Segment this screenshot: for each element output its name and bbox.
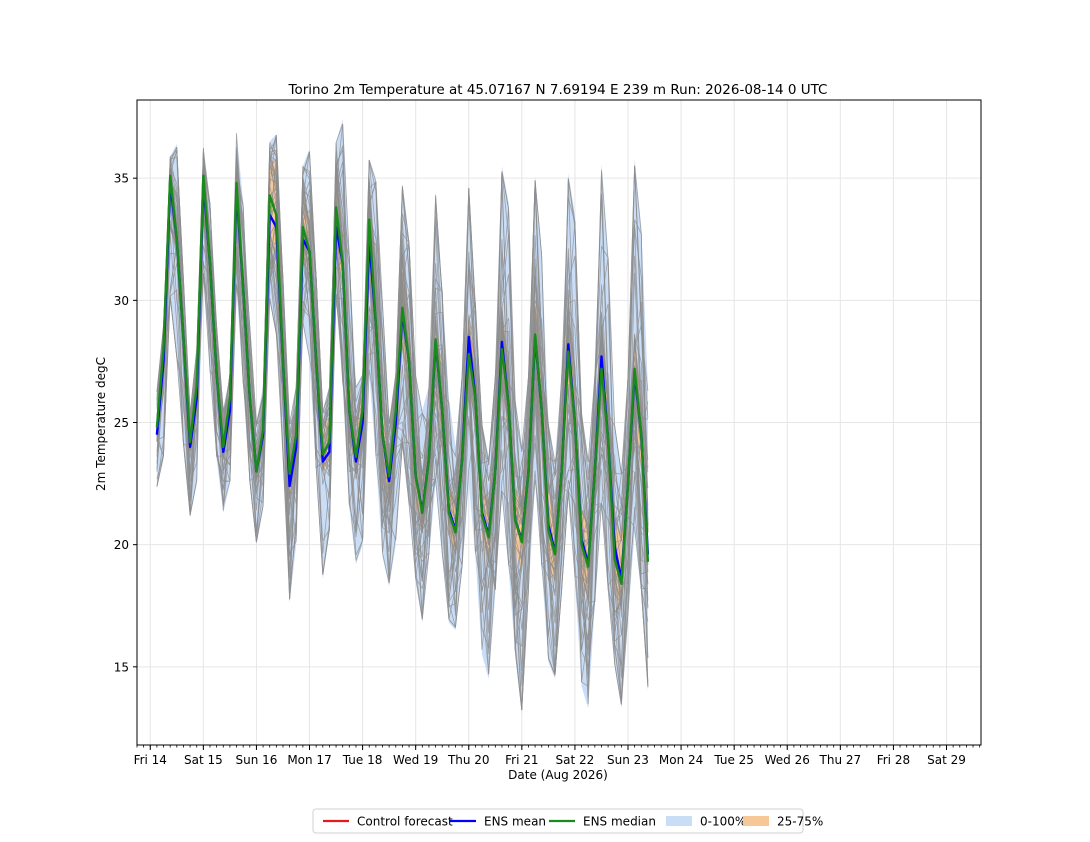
y-tick-label: 25 [114, 416, 129, 430]
ensemble-member-line [156, 249, 649, 705]
x-tick-label: Mon 17 [287, 753, 331, 767]
plot-area: 15 20 25 30 35 Fri 14 Sat 15 Sun 16 Mon 17 Tue 18… [114, 99, 982, 767]
legend-label: 25-75% [777, 815, 823, 829]
x-tick-label: Thu 27 [819, 753, 862, 767]
series-line-ens-median [155, 174, 650, 585]
x-tick-label: Thu 20 [447, 753, 490, 767]
legend-label: ENS median [583, 815, 656, 829]
legend-swatch-patch [743, 816, 769, 826]
x-axis-label: Date (Aug 2026) [508, 768, 608, 782]
data-layer [155, 119, 650, 716]
x-tick-label: Fri 21 [505, 753, 538, 767]
chart-title: Torino 2m Temperature at 45.07167 N 7.69… [288, 82, 828, 98]
x-tick-label: Sat 22 [556, 753, 595, 767]
x-tick-label: Fri 28 [877, 753, 910, 767]
legend-label: 0-100% [700, 815, 746, 829]
x-tick-label: Fri 14 [134, 753, 167, 767]
x-tick-label: Tue 25 [713, 753, 754, 767]
legend-label: ENS mean [484, 815, 546, 829]
y-tick-label: 35 [114, 172, 129, 186]
y-ticks: 15 20 25 30 35 [114, 172, 137, 674]
x-tick-label: Tue 18 [342, 753, 383, 767]
y-tick-label: 20 [114, 538, 129, 552]
ensemble-member-line [156, 123, 649, 533]
x-tick-label: Sat 15 [184, 753, 223, 767]
x-tick-label: Wed 26 [765, 753, 810, 767]
ensemble-member-line [156, 200, 649, 710]
legend-label: Control forecast [357, 815, 453, 829]
x-tick-label: Mon 24 [659, 753, 703, 767]
y-tick-label: 15 [114, 660, 129, 674]
y-tick-label: 30 [114, 294, 129, 308]
y-axis-label: 2m Temperature degC [94, 357, 108, 491]
legend-swatch-patch [666, 816, 692, 826]
x-tick-label: Sat 29 [927, 753, 966, 767]
legend: Control forecast ENS mean ENS median 0-100%… [312, 808, 823, 834]
x-tick-label: Wed 19 [393, 753, 438, 767]
x-tick-label: Sun 23 [607, 753, 649, 767]
x-ticks: Fri 14 Sat 15 Sun 16 Mon 17 Tue 18 Wed 19 Thu … [134, 745, 981, 767]
x-tick-label: Sun 16 [235, 753, 277, 767]
